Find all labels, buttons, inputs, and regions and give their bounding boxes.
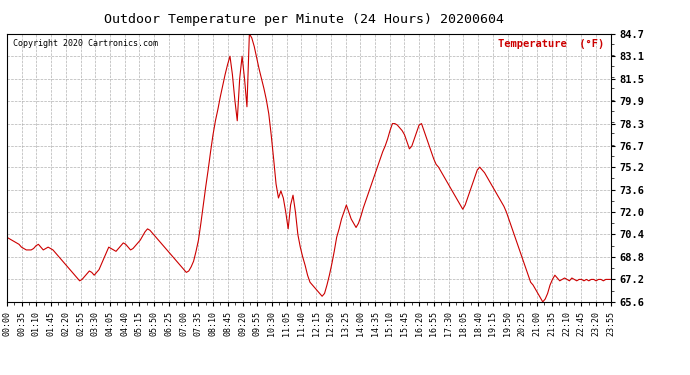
- Text: Temperature  (°F): Temperature (°F): [498, 39, 604, 49]
- Text: Outdoor Temperature per Minute (24 Hours) 20200604: Outdoor Temperature per Minute (24 Hours…: [104, 13, 504, 26]
- Text: Copyright 2020 Cartronics.com: Copyright 2020 Cartronics.com: [13, 39, 158, 48]
